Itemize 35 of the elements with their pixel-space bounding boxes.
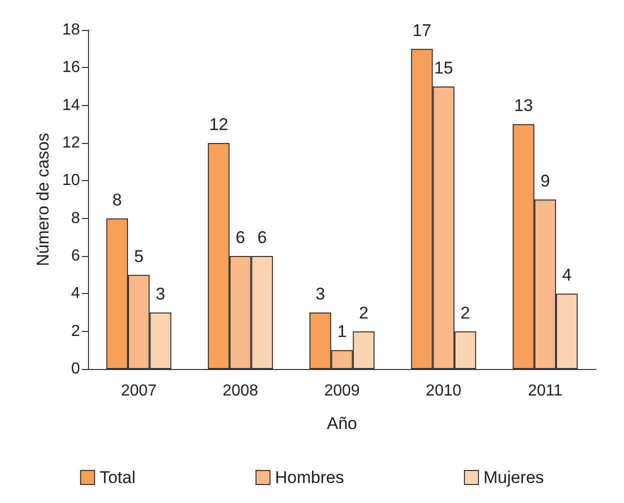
data-label: 12 <box>209 115 228 134</box>
data-label: 3 <box>316 284 326 304</box>
y-tick-label: 6 <box>71 248 80 264</box>
y-tick-label: 10 <box>62 172 80 190</box>
y-tick-label: 4 <box>71 285 80 302</box>
data-label: 2 <box>460 303 470 322</box>
x-axis-title: Año <box>326 414 358 433</box>
legend-label: Total <box>100 468 136 487</box>
data-label: 2 <box>358 303 368 322</box>
x-tick-label: 2007 <box>121 382 157 400</box>
y-tick-label: 2 <box>71 322 80 340</box>
x-tick-label: 2009 <box>324 382 360 400</box>
x-tick-label: 2010 <box>426 382 462 400</box>
data-label: 6 <box>257 228 267 247</box>
x-tick-label: 2008 <box>222 382 258 400</box>
data-label: 4 <box>562 266 572 285</box>
data-label: 3 <box>156 284 166 304</box>
y-tick-label: 16 <box>62 59 80 76</box>
y-tick-label: 8 <box>71 210 80 227</box>
legend-label: Hombres <box>274 468 344 487</box>
y-axis-title: Número de casos <box>33 132 52 266</box>
y-tick-label: 12 <box>62 134 80 152</box>
data-label: 17 <box>412 20 432 40</box>
x-tick-label: 2011 <box>528 382 563 400</box>
data-label: 9 <box>540 172 550 190</box>
y-tick-label: 0 <box>71 360 80 378</box>
data-label: 8 <box>112 190 122 210</box>
legend-label: Mujeres <box>483 468 544 487</box>
data-label: 1 <box>337 322 347 342</box>
data-label: 5 <box>134 246 144 266</box>
data-label: 6 <box>236 228 246 247</box>
data-label: 13 <box>514 96 533 116</box>
data-label: 15 <box>434 58 454 78</box>
y-tick-label: 18 <box>62 22 80 38</box>
y-tick-label: 14 <box>62 96 80 114</box>
